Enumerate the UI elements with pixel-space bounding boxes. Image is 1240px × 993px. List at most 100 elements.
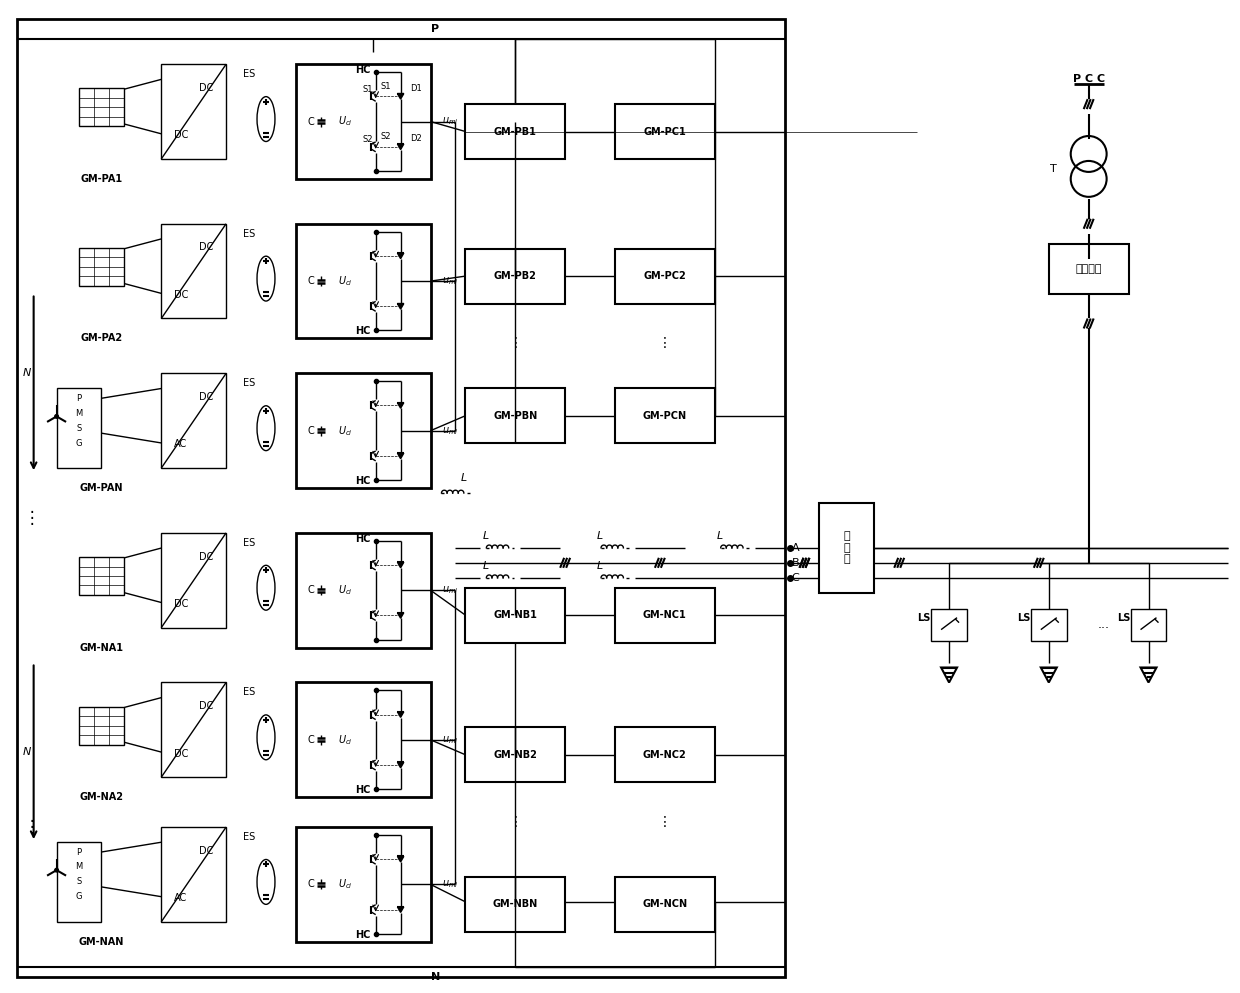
Ellipse shape <box>257 96 275 141</box>
Text: ⋮: ⋮ <box>24 818 40 836</box>
Bar <box>1049 243 1128 294</box>
Bar <box>161 373 226 468</box>
Text: S: S <box>77 878 82 887</box>
Text: S1: S1 <box>381 81 391 90</box>
Bar <box>161 65 226 159</box>
Text: $u_{mi}$: $u_{mi}$ <box>443 584 459 596</box>
Circle shape <box>55 868 58 872</box>
Bar <box>615 727 714 782</box>
Bar <box>161 223 226 319</box>
Bar <box>615 248 714 304</box>
Text: DC: DC <box>200 392 213 402</box>
Ellipse shape <box>257 860 275 905</box>
Text: G: G <box>76 893 82 902</box>
Bar <box>820 503 874 593</box>
Text: GM-PC2: GM-PC2 <box>644 271 686 281</box>
Text: GM-PCN: GM-PCN <box>642 411 687 421</box>
Text: L: L <box>460 473 466 483</box>
Bar <box>465 727 565 782</box>
Polygon shape <box>398 613 404 619</box>
Text: $u_{mi}$: $u_{mi}$ <box>443 425 459 437</box>
FancyBboxPatch shape <box>42 672 450 812</box>
FancyBboxPatch shape <box>42 817 450 956</box>
Text: HC: HC <box>356 66 371 75</box>
Polygon shape <box>398 253 404 258</box>
Text: GM-NAN: GM-NAN <box>79 936 124 946</box>
Text: C: C <box>308 585 314 595</box>
Text: GM-PC1: GM-PC1 <box>644 126 686 136</box>
Text: P: P <box>77 847 82 857</box>
Text: GM-PBN: GM-PBN <box>494 411 537 421</box>
Text: GM-NB2: GM-NB2 <box>494 750 537 760</box>
Text: GM-NBN: GM-NBN <box>492 900 538 910</box>
Bar <box>79 248 124 286</box>
Text: G: G <box>76 439 82 448</box>
Bar <box>1131 609 1167 640</box>
Text: GM-NA2: GM-NA2 <box>79 792 124 802</box>
Bar <box>296 65 430 179</box>
Text: ES: ES <box>243 687 255 697</box>
Text: N: N <box>22 368 31 378</box>
Text: GM-PA1: GM-PA1 <box>81 174 123 184</box>
Bar <box>79 557 124 595</box>
Polygon shape <box>398 93 404 99</box>
Text: D2: D2 <box>409 134 422 143</box>
Bar <box>296 223 430 339</box>
Text: S2: S2 <box>362 135 373 144</box>
Text: ⋮: ⋮ <box>658 337 672 351</box>
Circle shape <box>55 415 58 418</box>
Bar <box>465 104 565 159</box>
Text: DC: DC <box>200 242 213 252</box>
Text: D1: D1 <box>409 83 422 92</box>
Bar <box>296 682 430 797</box>
Text: $u_{mi}$: $u_{mi}$ <box>443 734 459 746</box>
Text: ES: ES <box>243 70 255 79</box>
Polygon shape <box>398 856 404 862</box>
Text: DC: DC <box>200 701 213 711</box>
Bar <box>161 827 226 922</box>
Text: C: C <box>308 426 314 436</box>
Bar <box>161 682 226 778</box>
Polygon shape <box>398 304 404 309</box>
Text: $u_{mi}$: $u_{mi}$ <box>443 879 459 891</box>
Polygon shape <box>398 562 404 568</box>
Text: HC: HC <box>356 785 371 795</box>
Text: AC: AC <box>174 893 187 903</box>
Text: LS: LS <box>1117 613 1131 623</box>
Ellipse shape <box>257 406 275 451</box>
Text: ES: ES <box>243 228 255 238</box>
Text: L: L <box>596 531 603 541</box>
Text: DC: DC <box>200 82 213 93</box>
Bar <box>296 533 430 647</box>
Bar <box>615 104 714 159</box>
Bar <box>57 388 102 468</box>
Text: N: N <box>430 972 440 982</box>
Ellipse shape <box>257 565 275 610</box>
Text: $U_{ci}$: $U_{ci}$ <box>339 274 353 288</box>
Text: $u_{mi}$: $u_{mi}$ <box>443 275 459 287</box>
Bar <box>465 388 565 443</box>
Text: GM-NC2: GM-NC2 <box>644 750 687 760</box>
Text: L: L <box>482 531 489 541</box>
Polygon shape <box>398 144 404 150</box>
Text: ES: ES <box>243 832 255 842</box>
Text: S2: S2 <box>381 132 391 141</box>
Text: P C C: P C C <box>1073 74 1105 84</box>
Text: GM-PAN: GM-PAN <box>79 483 123 493</box>
Bar <box>465 877 565 931</box>
Text: S1: S1 <box>362 84 373 94</box>
Text: P: P <box>432 24 440 35</box>
Text: HC: HC <box>356 476 371 486</box>
FancyBboxPatch shape <box>42 213 450 354</box>
Text: GM-NA1: GM-NA1 <box>79 642 124 652</box>
Polygon shape <box>398 907 404 913</box>
Text: HC: HC <box>356 534 371 544</box>
Text: ⋮: ⋮ <box>508 815 522 829</box>
Polygon shape <box>398 403 404 408</box>
Text: 静态开关: 静态开关 <box>1075 263 1102 274</box>
Bar <box>615 588 714 642</box>
Text: L: L <box>596 561 603 571</box>
Text: AC: AC <box>174 439 187 450</box>
Text: 滤
波
器: 滤 波 器 <box>843 531 851 564</box>
Text: A: A <box>791 543 799 553</box>
